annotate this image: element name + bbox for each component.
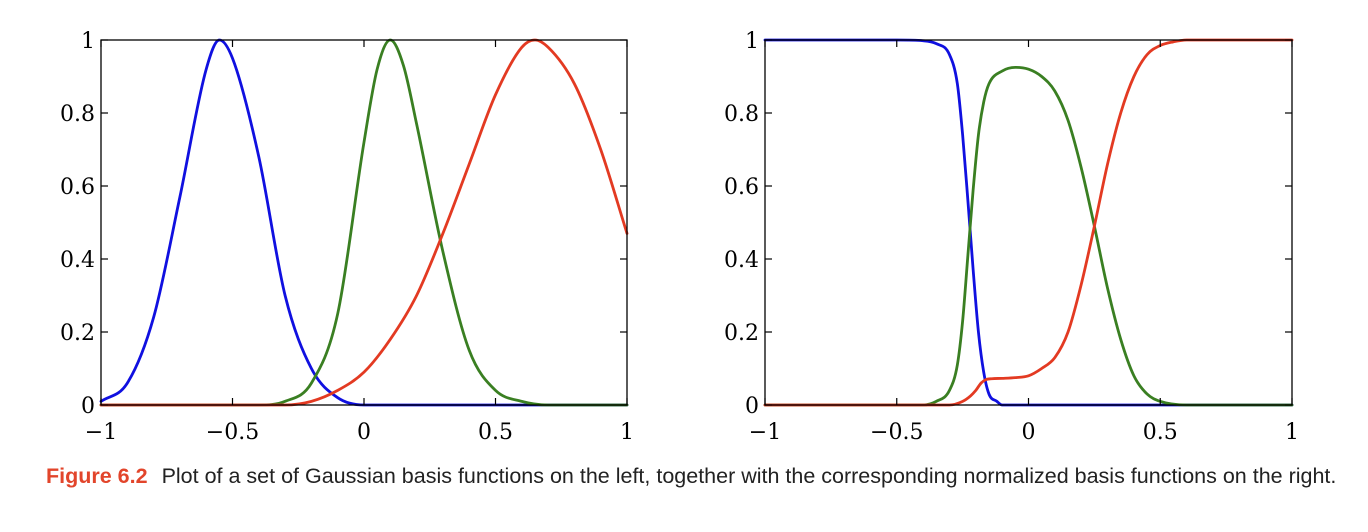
chart-panel-2: −1 −0.5 0 0.5 1 0 0.2 0.4 0.6 0.8 1 xyxy=(724,29,1299,445)
y-tick-label: 0.4 xyxy=(724,248,759,273)
x-tick-label: −0.5 xyxy=(206,420,259,445)
y-tick-label: 0 xyxy=(745,394,759,419)
figure-caption: Figure 6.2 Plot of a set of Gaussian basi… xyxy=(46,462,1346,490)
caption-text: Plot of a set of Gaussian basis function… xyxy=(161,464,1337,488)
caption-label: Figure 6.2 xyxy=(46,464,148,488)
y-tick-label: 1 xyxy=(81,29,95,54)
x-tick-label: 1 xyxy=(1285,420,1299,445)
y-tick-label: 0.8 xyxy=(60,102,95,127)
y-tick-label: 0.6 xyxy=(60,175,95,200)
series-line-1 xyxy=(99,38,629,407)
y-tick-label: 0.2 xyxy=(60,321,95,346)
y-tick-label: 0.2 xyxy=(724,321,759,346)
y-tick-label: 1 xyxy=(745,29,759,54)
x-tick-label: 0 xyxy=(357,420,371,445)
x-tick-label: 0 xyxy=(1022,420,1036,445)
y-tick-label: 0.8 xyxy=(724,102,759,127)
series-line-2 xyxy=(763,65,1294,407)
series-line-3 xyxy=(763,38,1294,407)
x-tick-label: 1 xyxy=(620,420,634,445)
x-tick-label: −1 xyxy=(85,420,117,445)
y-tick-label: 0.4 xyxy=(60,248,95,273)
series-line-2 xyxy=(99,38,629,407)
plots-canvas: −1 −0.5 0 0.5 1 0 0.2 0.4 0.6 0.8 1 −1 −0.5 0 0.5 1 0 0.2… xyxy=(60,29,1299,445)
y-tick-label: 0 xyxy=(81,394,95,419)
series-line-3 xyxy=(99,38,629,407)
x-tick-label: 0.5 xyxy=(1143,420,1178,445)
x-tick-label: −1 xyxy=(749,420,781,445)
axes-frame xyxy=(764,39,1293,406)
y-tick-label: 0.6 xyxy=(724,175,759,200)
chart-panel-1: −1 −0.5 0 0.5 1 0 0.2 0.4 0.6 0.8 1 xyxy=(60,29,634,445)
x-tick-label: 0.5 xyxy=(478,420,513,445)
series-line-1 xyxy=(763,38,1294,407)
x-tick-label: −0.5 xyxy=(870,420,923,445)
axes-frame xyxy=(100,39,628,406)
